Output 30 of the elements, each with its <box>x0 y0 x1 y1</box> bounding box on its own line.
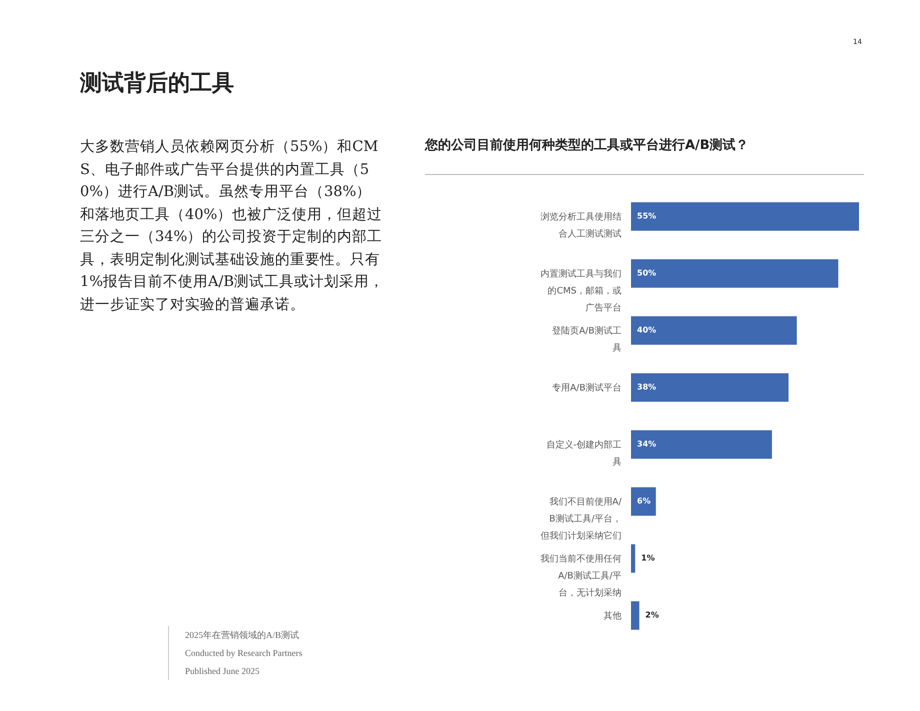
bar <box>631 373 789 402</box>
y-tick-label: 登陆页A/B测试工具 <box>552 326 622 354</box>
y-tick-label: 内置测试工具与我们的CMS，邮箱，或广告平台 <box>540 268 622 314</box>
data-label: 1% <box>641 554 655 562</box>
y-tick-label: 其他 <box>604 610 622 622</box>
text: 2025年在营销领域的A/B测试 <box>185 629 300 642</box>
data-label: 34% <box>637 440 656 448</box>
y-tick-label: 自定义-创建内部工具 <box>546 440 622 468</box>
data-label: 40% <box>637 326 656 334</box>
y-tick-label: 我们不目前使用A/B测试工具/平台，但我们计划采纳它们 <box>540 496 622 542</box>
data-label: 6% <box>637 496 651 506</box>
text: 测试背后的工具 <box>80 70 234 98</box>
bar <box>631 259 838 288</box>
text: Published June 2025 <box>185 665 261 678</box>
data-label: 50% <box>637 268 656 278</box>
data-label: 55% <box>637 212 656 220</box>
bar <box>631 430 772 459</box>
bar <box>631 202 859 231</box>
data-label: 38% <box>637 382 656 392</box>
y-tick-label: 我们当前不使用任何A/B测试工具/平台，无计划采纳 <box>540 554 622 598</box>
data-label: 2% <box>645 610 659 620</box>
bar <box>631 487 656 516</box>
chart-subtitle: 您的公司目前使用何种类型的工具或平台进行A/B测试？ <box>425 136 864 175</box>
y-tick-label: 浏览分析工具使用结合人工测试测试 <box>540 212 622 240</box>
bar <box>631 601 640 630</box>
text: 大多数营销人员依赖网页分析（55%）和CMS、电子邮件或广告平台提供的内置工具（50%）进行A/B测试。虽然专用平台（38%）和落地页工具（40%）也被广泛使用，但超过三分之一（34%）的公司投资于定制的内部工具，表明定制化测试基础设施的重要性。只有1%报告目前不使用A/B测试工具或计划采用，进一步证实了对实验的普遍承诺。 <box>80 138 385 314</box>
bar <box>631 316 797 345</box>
y-tick-label: 专用A/B测试平台 <box>552 382 622 394</box>
text: Conducted by Research Partners <box>185 647 302 660</box>
bar <box>631 544 636 573</box>
